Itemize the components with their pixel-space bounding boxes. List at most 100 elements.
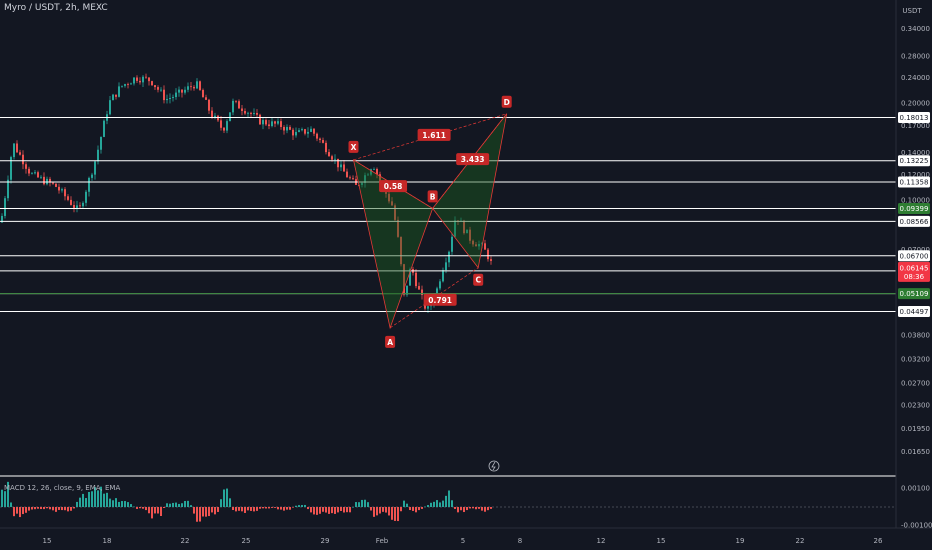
candle-body — [55, 183, 57, 187]
candle-body — [475, 244, 477, 247]
macd-bar — [379, 507, 381, 514]
level-tag-text: 0.05109 — [900, 290, 929, 298]
candle-body — [7, 179, 9, 199]
macd-bar — [58, 507, 60, 510]
candle-body — [160, 89, 162, 91]
candle-body — [364, 175, 366, 183]
macd-bar — [301, 505, 303, 507]
macd-bar — [238, 507, 240, 511]
harmonic-pattern: X A B C D 0.58 0.791 1.611 3.433 — [348, 95, 512, 348]
macd-bar — [76, 501, 78, 507]
candle-body — [145, 76, 147, 78]
candle-body — [301, 129, 303, 131]
candle-body — [337, 158, 339, 168]
candle-body — [280, 121, 282, 127]
candle-body — [367, 174, 369, 176]
candle-body — [142, 76, 144, 83]
macd-bar — [70, 507, 72, 511]
candle-body — [472, 240, 474, 245]
candle-body — [91, 174, 93, 178]
candle-body — [124, 84, 126, 86]
macd-bar — [358, 502, 360, 507]
macd-bar — [175, 502, 177, 507]
candle-body — [235, 100, 237, 102]
macd-bar — [232, 507, 234, 511]
macd-bar — [256, 507, 258, 511]
point-label-box — [427, 190, 438, 203]
macd-bar — [25, 507, 27, 513]
candle-body — [82, 202, 84, 207]
candle-body — [487, 249, 489, 260]
candle-body — [109, 100, 111, 115]
x-tick-label: 5 — [461, 537, 465, 545]
candle-body — [376, 168, 378, 175]
candle-body — [88, 177, 90, 192]
macd-bar — [472, 507, 474, 509]
macd-bar — [340, 507, 342, 511]
x-tick-label: 26 — [874, 537, 883, 545]
candle-body — [49, 178, 51, 183]
macd-bar — [1, 489, 3, 507]
macd-bar — [130, 504, 132, 507]
level-tag-text: 0.09399 — [900, 205, 929, 213]
candle-body — [286, 126, 288, 131]
macd-bar — [220, 499, 222, 507]
macd-bar — [262, 507, 264, 509]
macd-bar — [118, 501, 120, 507]
candle-body — [226, 121, 228, 131]
ratio-label-box — [379, 180, 408, 193]
candle-body — [451, 236, 453, 252]
macd-bar — [247, 507, 249, 511]
point-label-box — [501, 95, 512, 108]
macd-bar — [367, 502, 369, 507]
y-tick-label: 0.10000 — [901, 196, 930, 204]
point-label-X: X — [351, 143, 357, 152]
candle-body — [181, 89, 183, 93]
candle-body — [241, 108, 243, 111]
macd-bar — [361, 499, 363, 507]
macd-bar — [223, 489, 225, 507]
pattern-ratio-leg — [389, 267, 479, 329]
candle-body — [157, 87, 159, 90]
candle-body — [289, 126, 291, 130]
macd-bar — [94, 487, 96, 507]
candle-body — [127, 84, 129, 85]
macd-bar — [202, 507, 204, 517]
macd-bar — [85, 498, 87, 507]
y-tick-label: 0.02700 — [901, 379, 930, 387]
macd-bar — [466, 507, 468, 511]
candle-body — [172, 97, 174, 98]
candle-body — [292, 129, 294, 136]
macd-bar — [343, 507, 345, 513]
level-tag-text: 0.04497 — [900, 308, 929, 316]
candle-body — [445, 262, 447, 271]
candle-body — [58, 186, 60, 191]
candle-body — [13, 143, 15, 158]
candle-body — [34, 172, 36, 174]
y-tick-label: 0.20000 — [901, 99, 930, 107]
candle-body — [202, 89, 204, 98]
last-price-text: 0.06145 — [900, 264, 929, 272]
x-tick-label: 18 — [103, 537, 112, 545]
candle-body — [25, 164, 27, 169]
macd-bar — [52, 507, 54, 511]
macd-bar — [22, 507, 24, 515]
candle-body — [193, 86, 195, 89]
candle-body — [442, 270, 444, 282]
candle-body — [274, 121, 276, 124]
candle-body — [343, 164, 345, 172]
ratio-label: 0.791 — [428, 296, 452, 305]
candle-body — [136, 77, 138, 81]
candle-body — [409, 269, 411, 286]
candle-body — [115, 94, 117, 97]
macd-bar — [415, 507, 417, 513]
x-tick-label: 29 — [321, 537, 330, 545]
macd-bar — [346, 507, 348, 513]
pattern-ratio-leg — [353, 113, 507, 161]
time-axis[interactable]: 15 18 22 25 29 Feb 5 8 12 15 19 22 26 — [0, 460, 932, 545]
macd-bar — [421, 507, 423, 509]
candle-body — [133, 77, 135, 84]
macd-bar — [337, 507, 339, 513]
candle-body — [427, 306, 429, 309]
